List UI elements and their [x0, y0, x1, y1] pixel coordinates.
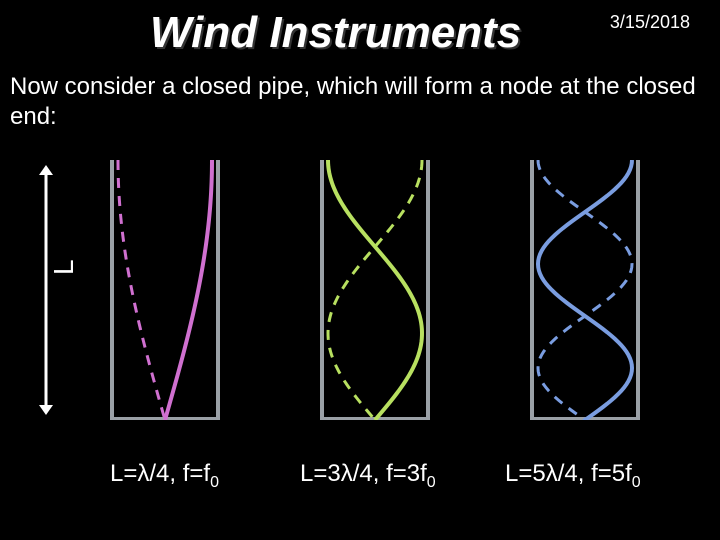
- diagram-area: L: [0, 160, 720, 460]
- caption-pipe-2: L=3λ/4, f=3f0: [300, 460, 436, 492]
- caption-pipe-3: L=5λ/4, f=5f0: [505, 460, 641, 492]
- length-arrow: [30, 160, 80, 420]
- pipe-3: [530, 160, 640, 420]
- pipe-2: [320, 160, 430, 420]
- caption-pipe-1: L=λ/4, f=f0: [110, 460, 219, 492]
- length-label: L: [48, 259, 80, 275]
- pipe-1: [110, 160, 220, 420]
- slide-date: 3/15/2018: [610, 12, 690, 33]
- subtitle-text: Now consider a closed pipe, which will f…: [10, 72, 710, 132]
- pipe-1-svg: [110, 160, 220, 420]
- arrow-svg: [30, 160, 80, 420]
- page-title: Wind Instruments: [150, 8, 521, 58]
- pipe-3-svg: [530, 160, 640, 420]
- pipe-2-svg: [320, 160, 430, 420]
